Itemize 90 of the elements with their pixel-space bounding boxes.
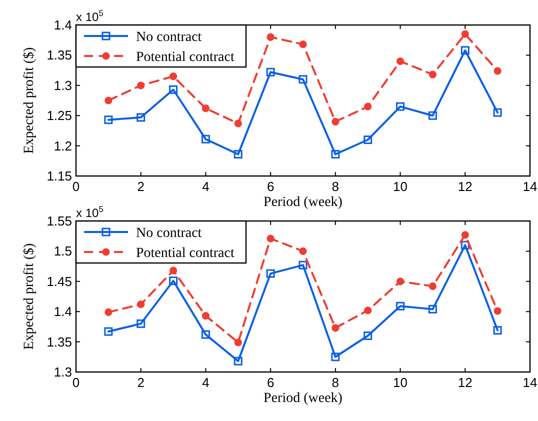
point xyxy=(299,247,307,255)
point xyxy=(493,326,502,335)
point xyxy=(266,33,274,41)
legend-label: No contract xyxy=(136,30,202,45)
point xyxy=(493,108,502,117)
x-tick-label: 2 xyxy=(137,375,144,390)
y-axis-title: Expected profit ($) xyxy=(22,242,37,350)
y-tick-label: 1.45 xyxy=(46,274,72,289)
point xyxy=(234,120,242,128)
x-tick-label: 10 xyxy=(393,179,408,194)
y-tick-label: 1.3 xyxy=(54,78,72,93)
y-tick-label: 1.3 xyxy=(54,364,72,380)
point xyxy=(461,30,469,38)
x-tick-label: 4 xyxy=(202,179,210,194)
x-tick-label: 0 xyxy=(72,375,80,390)
point xyxy=(299,40,307,48)
point xyxy=(136,113,146,122)
x-tick-label: 8 xyxy=(332,375,340,390)
point xyxy=(137,82,145,90)
y-tick-label: 1.35 xyxy=(46,334,72,350)
y-axis-title: Expected profit ($) xyxy=(22,46,37,154)
x-tick-label: 10 xyxy=(393,375,408,390)
x-axis-title: Period (week) xyxy=(264,195,343,210)
point xyxy=(202,104,210,112)
x-tick-label: 2 xyxy=(137,179,144,194)
x-tick-label: 6 xyxy=(266,179,274,194)
point xyxy=(364,306,372,314)
point xyxy=(266,68,275,76)
y-tick-label: 1.4 xyxy=(54,18,72,32)
point xyxy=(169,276,178,286)
point xyxy=(169,85,178,94)
legend-label: Potential contract xyxy=(136,246,234,261)
point xyxy=(136,319,146,328)
point xyxy=(298,260,308,270)
point xyxy=(169,72,178,80)
x-tick-label: 6 xyxy=(266,375,274,390)
point xyxy=(104,116,113,124)
x-tick-label: 0 xyxy=(72,179,80,194)
point xyxy=(201,134,210,144)
point xyxy=(331,352,340,362)
point xyxy=(364,332,372,340)
x-tick-label: 12 xyxy=(458,375,472,390)
point xyxy=(364,102,372,110)
point xyxy=(460,240,470,250)
point xyxy=(201,330,210,339)
point xyxy=(104,308,112,316)
point xyxy=(428,282,437,290)
text: x 10$^{5}$ xyxy=(76,204,104,220)
point xyxy=(428,304,437,314)
point xyxy=(396,57,404,66)
point xyxy=(331,150,340,159)
y-tick-label: 1.4 xyxy=(54,304,72,320)
y-tick-label: 1.55 xyxy=(46,214,72,228)
point xyxy=(104,327,113,336)
point xyxy=(266,234,274,242)
point xyxy=(169,266,178,274)
point xyxy=(460,46,470,55)
y-tick-label: 1.5 xyxy=(54,244,72,259)
point xyxy=(137,300,145,308)
point xyxy=(234,150,242,159)
x-tick-label: 8 xyxy=(332,179,340,194)
point xyxy=(202,312,210,320)
point xyxy=(396,302,405,310)
x-tick-label: 4 xyxy=(202,375,210,390)
y-tick-label: 1.25 xyxy=(46,108,72,124)
point xyxy=(266,269,275,278)
point xyxy=(428,70,437,78)
point xyxy=(494,307,502,315)
point xyxy=(104,96,112,104)
point xyxy=(332,118,340,126)
x-axis-title: Period (week) xyxy=(264,391,343,406)
point xyxy=(396,278,404,286)
point xyxy=(461,231,469,239)
point xyxy=(234,356,242,366)
legend-label: Potential contract xyxy=(136,50,234,65)
point xyxy=(494,67,502,75)
y-tick-label: 1.35 xyxy=(46,48,72,63)
x-tick-label: 14 xyxy=(522,179,538,194)
x-tick-label: 14 xyxy=(522,375,538,390)
point xyxy=(234,338,242,346)
y-tick-label: 1.15 xyxy=(46,168,72,184)
point xyxy=(428,111,437,120)
text: x 10$^{5}$ xyxy=(76,8,104,24)
y-tick-label: 1.2 xyxy=(54,138,72,154)
legend-label: No contract xyxy=(136,226,202,241)
point xyxy=(332,324,340,332)
point xyxy=(298,75,308,84)
point xyxy=(396,102,405,111)
point xyxy=(364,136,372,144)
x-tick-label: 12 xyxy=(458,179,472,194)
